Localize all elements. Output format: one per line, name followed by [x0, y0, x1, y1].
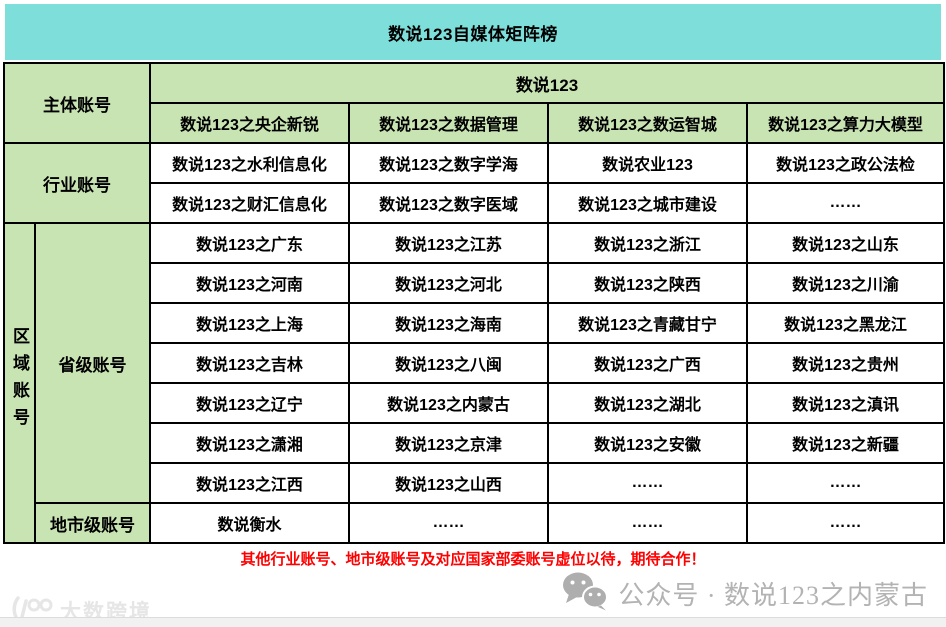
account-cell: ……	[547, 502, 748, 544]
table-row: 地市级账号 数说衡水 …… …… ……	[4, 502, 945, 544]
account-cell: 数说123之江苏	[348, 222, 549, 264]
main-account-cell: 数说123	[149, 62, 945, 104]
account-cell: 数说123之央企新锐	[149, 102, 350, 144]
city-account-header: 地市级账号	[34, 502, 151, 544]
wechat-icon	[562, 571, 609, 616]
account-cell: 数说123之内蒙古	[348, 382, 549, 424]
account-cell: 数说123之山东	[746, 222, 945, 264]
account-cell: ……	[746, 502, 945, 544]
table-row: 数说123之央企新锐 数说123之数据管理 数说123之数运智城 数说123之算…	[4, 102, 945, 144]
account-cell: 数说123之安徽	[547, 422, 748, 464]
dashu-logo-icon	[10, 595, 54, 627]
account-cell: 数说123之青藏甘宁	[547, 302, 748, 344]
title-bar: 数说123自媒体矩阵榜	[5, 4, 941, 60]
account-cell: ……	[746, 462, 945, 504]
account-cell: 数说123之数字医域	[348, 182, 549, 224]
page-title: 数说123自媒体矩阵榜	[388, 24, 558, 44]
wechat-account-badge: 公众号 · 数说123之内蒙古	[562, 571, 928, 616]
table-row: 行业账号 数说123之水利信息化 数说123之数字学海 数说农业123 数说12…	[3, 142, 945, 224]
account-cell: 数说123之水利信息化	[149, 142, 350, 184]
account-cell: 数说123之辽宁	[149, 382, 350, 424]
region-account-header: 区域账号	[3, 222, 36, 544]
account-cell: 数说123之川渝	[746, 262, 945, 304]
account-cell: 数说123之陕西	[547, 262, 748, 304]
account-cell: 数说123之广东	[149, 222, 350, 264]
account-cell: 数说123之贵州	[746, 342, 945, 384]
table-row: 数说123之上海 数说123之海南 数说123之青藏甘宁 数说123之黑龙江	[4, 302, 945, 344]
account-cell: 数说123之河南	[149, 262, 350, 304]
main-account-header: 主体账号	[3, 62, 151, 144]
account-cell: ……	[547, 462, 748, 504]
account-cell: 数说123之广西	[547, 342, 748, 384]
account-cell: 数说123之河北	[348, 262, 549, 304]
account-cell: 数说123之财汇信息化	[149, 182, 350, 224]
account-cell: 数说农业123	[547, 142, 748, 184]
account-cell: 数说123之江西	[149, 462, 350, 504]
cooperation-notice-text: 其他行业账号、地市级账号及对应国家部委账号虚位以待，期待合作！	[240, 551, 706, 568]
footer: 公众号 · 数说123之内蒙古 大数跨境	[0, 569, 946, 624]
table-row: 数说123之财汇信息化 数说123之数字医域 数说123之城市建设 ……	[4, 182, 945, 224]
account-cell: 数说123之山西	[348, 462, 549, 504]
account-cell: 数说123之京津	[348, 422, 549, 464]
account-cell: 数说123之吉林	[149, 342, 350, 384]
table-row: 区域账号 省级账号 数说123之广东 数说123之江苏 数说123之浙江 数说1…	[3, 222, 945, 544]
table-row: 数说123之河南 数说123之河北 数说123之陕西 数说123之川渝	[4, 262, 945, 304]
table-row: 数说123之辽宁 数说123之内蒙古 数说123之湖北 数说123之滇讯	[4, 382, 945, 424]
account-matrix-table: 主体账号 数说123 数说123之央企新锐 数说123之数据管理 数说123之数…	[3, 62, 945, 544]
account-cell: 数说123之浙江	[547, 222, 748, 264]
account-cell: 数说衡水	[149, 502, 350, 544]
account-cell: 数说123之新疆	[746, 422, 945, 464]
account-cell: 数说123之八闽	[348, 342, 549, 384]
table-row: 数说123之江西 数说123之山西 …… ……	[4, 462, 945, 504]
account-cell: 数说123之上海	[149, 302, 350, 344]
table-row: 数说123之潇湘 数说123之京津 数说123之安徽 数说123之新疆	[4, 422, 945, 464]
table-row: 数说123之吉林 数说123之八闽 数说123之广西 数说123之贵州	[4, 342, 945, 384]
bottom-strip	[0, 617, 946, 627]
account-cell: 数说123之数运智城	[547, 102, 748, 144]
account-cell: 数说123之黑龙江	[746, 302, 945, 344]
province-account-header: 省级账号	[34, 222, 151, 504]
wechat-account-label: 公众号 · 数说123之内蒙古	[618, 581, 928, 610]
table-row: 主体账号 数说123	[3, 62, 945, 144]
account-cell: ……	[348, 502, 549, 544]
account-cell: 数说123之湖北	[547, 382, 748, 424]
account-cell: 数说123之算力大模型	[746, 102, 945, 144]
account-cell: 数说123之城市建设	[547, 182, 748, 224]
account-cell: 数说123之政公法检	[746, 142, 945, 184]
account-cell: ……	[746, 182, 945, 224]
account-cell: 数说123之数字学海	[348, 142, 549, 184]
account-cell: 数说123之滇讯	[746, 382, 945, 424]
account-cell: 数说123之数据管理	[348, 102, 549, 144]
account-cell: 数说123之海南	[348, 302, 549, 344]
account-cell: 数说123之潇湘	[149, 422, 350, 464]
region-header-vertical-text: 区域账号	[10, 326, 29, 435]
industry-account-header: 行业账号	[3, 142, 151, 224]
